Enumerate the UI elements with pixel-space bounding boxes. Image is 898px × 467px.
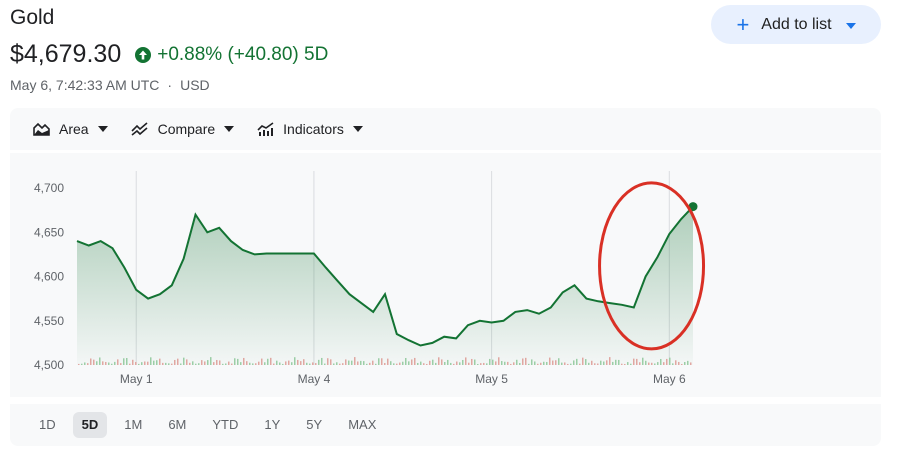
indicators-icon: [257, 121, 274, 136]
price-change: +0.88% (+40.80) 5D: [135, 44, 328, 66]
y-tick-label: 4,500: [34, 358, 64, 372]
range-1m[interactable]: 1M: [124, 417, 143, 432]
add-to-list-button[interactable]: + Add to list: [711, 5, 881, 44]
currency: USD: [180, 77, 210, 93]
compare-dropdown[interactable]: Compare: [131, 121, 235, 137]
annotation-circle: [598, 181, 706, 351]
range-1d[interactable]: 1D: [39, 417, 56, 432]
chart-type-dropdown[interactable]: Area: [33, 121, 108, 137]
x-tick-label: May 1: [120, 372, 153, 386]
price-area: [77, 206, 693, 365]
price-change-text: +0.88% (+40.80) 5D: [157, 43, 329, 65]
add-to-list-label: Add to list: [761, 15, 832, 33]
range-max[interactable]: MAX: [348, 417, 377, 432]
indicators-dropdown[interactable]: Indicators: [257, 121, 363, 137]
chevron-down-icon: [224, 126, 235, 132]
chevron-down-icon: [352, 126, 363, 132]
price-meta: May 6, 7:42:33 AM UTC · USD: [10, 77, 210, 93]
asset-title: Gold: [10, 6, 55, 29]
range-1y[interactable]: 1Y: [264, 417, 281, 432]
x-tick-label: May 5: [475, 372, 508, 386]
y-tick-label: 4,550: [34, 314, 64, 328]
price-chart[interactable]: 4,700 4,650 4,600 4,550 4,500 May 1 May 4 May …: [10, 153, 881, 397]
x-tick-label: May 4: [298, 372, 331, 386]
compare-label: Compare: [157, 121, 216, 137]
current-price: $4,679.30: [10, 40, 122, 68]
plus-icon: +: [736, 11, 750, 37]
y-tick-label: 4,700: [34, 181, 64, 195]
range-ytd[interactable]: YTD: [212, 417, 239, 432]
compare-icon: [131, 122, 148, 136]
range-6m[interactable]: 6M: [168, 417, 187, 432]
chart-panel[interactable]: 4,700 4,650 4,600 4,550 4,500 May 1 May 4 May …: [10, 153, 881, 397]
area-chart-icon: [33, 122, 50, 136]
arrow-up-icon: [135, 46, 152, 63]
chevron-down-icon: [845, 16, 856, 34]
range-5y[interactable]: 5Y: [306, 417, 323, 432]
meta-separator: ·: [167, 77, 173, 93]
chart-toolbar: Area Compare Indicators: [10, 108, 881, 150]
chart-type-label: Area: [59, 121, 89, 137]
indicators-label: Indicators: [283, 121, 344, 137]
y-tick-label: 4,600: [34, 270, 64, 284]
y-tick-label: 4,650: [34, 225, 64, 239]
timestamp: May 6, 7:42:33 AM UTC: [10, 77, 160, 93]
x-tick-label: May 6: [653, 372, 686, 386]
price-row: $4,679.30 +0.88% (+40.80) 5D: [10, 40, 328, 69]
time-range-selector: 1D 5D 1M 6M YTD 1Y 5Y MAX: [10, 404, 881, 446]
chevron-down-icon: [97, 126, 108, 132]
range-5d[interactable]: 5D: [72, 412, 108, 438]
price-line: [76, 205, 694, 347]
